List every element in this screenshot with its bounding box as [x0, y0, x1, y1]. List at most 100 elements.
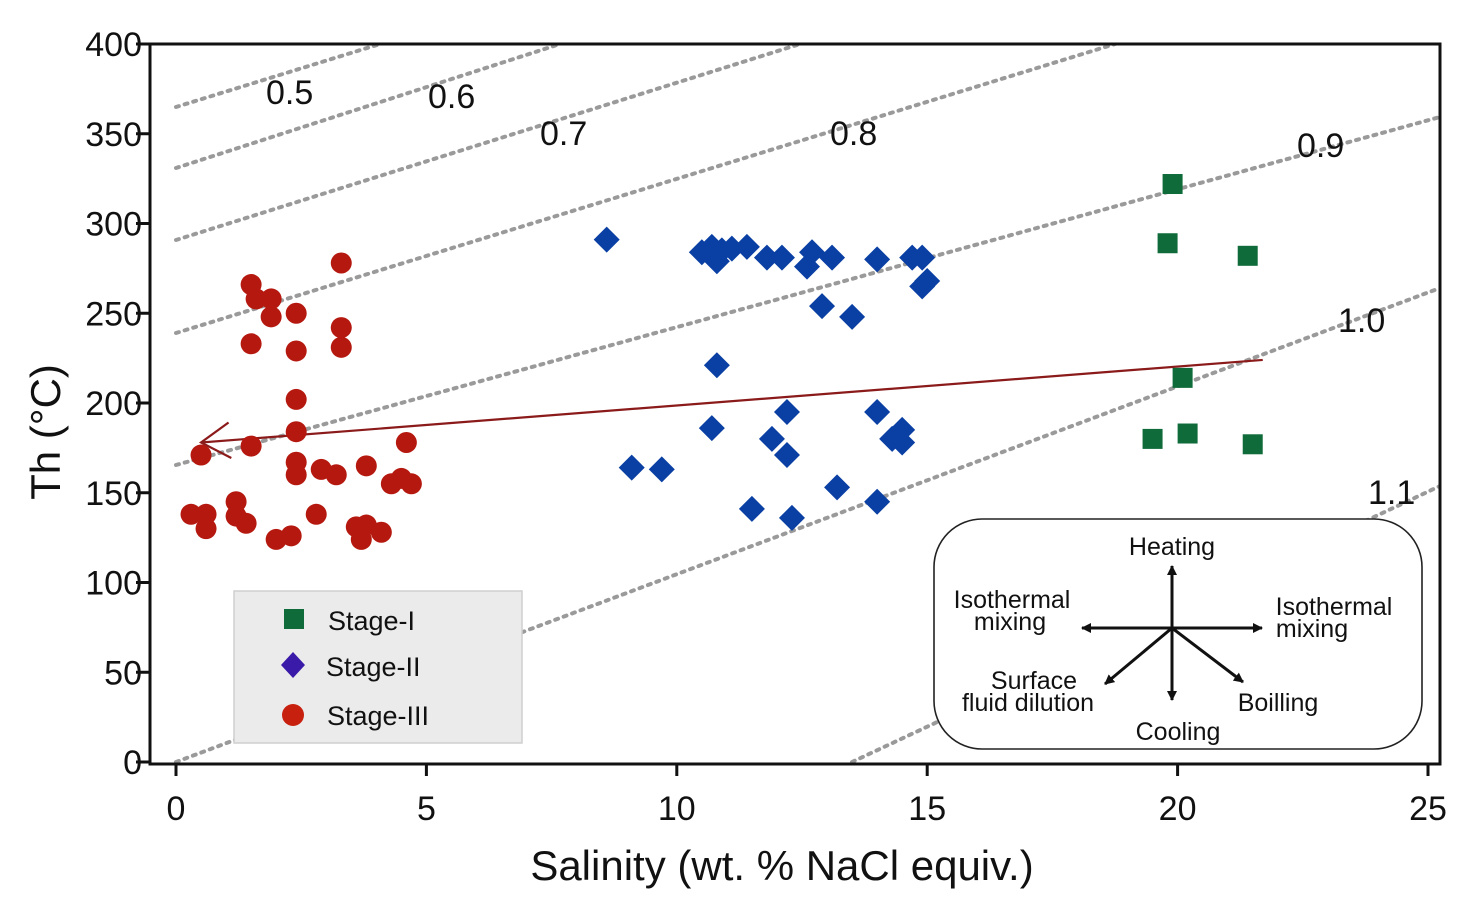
isochore-label-1.0: 1.0	[1338, 302, 1385, 340]
data-point-stage-iii	[285, 340, 307, 362]
data-point-stage-ii	[738, 495, 765, 522]
data-point-stage-i	[1162, 174, 1183, 195]
isochore-labels: 0.5 0.6 0.7 0.8 0.9 1.0 1.1	[266, 74, 1415, 512]
data-point-stage-iii	[240, 333, 262, 355]
data-point-stage-ii	[773, 442, 800, 469]
y-tick-label: 350	[85, 116, 142, 154]
data-point-stage-iii	[355, 455, 377, 477]
inset-label-surface: Surface	[991, 667, 1077, 695]
data-point-stage-iii	[330, 317, 352, 339]
data-point-stage-iii	[260, 288, 282, 310]
data-point-stage-i	[1242, 434, 1263, 455]
data-point-stage-iii	[350, 528, 372, 550]
data-point-stage-iii	[285, 464, 307, 486]
data-point-stage-ii	[778, 504, 805, 531]
inset-label-isothermal-left: Isothermal	[954, 586, 1071, 614]
trend-arrow-line	[200, 358, 1263, 444]
x-tick-label: 5	[417, 790, 436, 828]
data-point-stage-iii	[195, 518, 217, 540]
data-point-stage-ii	[593, 226, 620, 253]
data-point-stage-ii	[753, 244, 780, 271]
data-point-stage-i	[1172, 367, 1193, 388]
data-point-stage-iii	[245, 288, 267, 310]
isochore-line-0.5	[174, 44, 382, 109]
data-point-stage-iii	[330, 336, 352, 358]
y-tick-label: 50	[104, 654, 142, 692]
y-tick-label: 100	[85, 565, 142, 603]
inset-label-isothermal-right: Isothermal	[1276, 593, 1393, 621]
data-point-stage-iii	[330, 252, 352, 274]
data-point-stage-ii	[703, 248, 730, 275]
x-tick-label: 0	[167, 790, 186, 828]
inset-label-fluid-dilution: fluid dilution	[962, 689, 1094, 717]
inset-label-mixing-right: mixing	[1276, 615, 1348, 643]
legend-marker-stage-iii	[282, 704, 304, 726]
y-tick-label: 200	[85, 385, 142, 423]
data-point-stage-i	[1177, 423, 1198, 444]
data-point-stage-iii	[225, 491, 247, 513]
trend-arrow-head	[198, 421, 232, 459]
data-point-stage-ii	[839, 303, 866, 330]
data-point-stage-iii	[285, 388, 307, 410]
data-point-stage-i	[1157, 233, 1178, 254]
data-point-stage-iii	[395, 431, 417, 453]
legend-label-stage-iii: Stage-III	[327, 701, 429, 731]
data-point-stage-ii	[768, 244, 795, 271]
isochore-line-0.7	[174, 44, 802, 242]
data-point-stage-ii	[773, 398, 800, 425]
data-point-stage-ii	[914, 267, 941, 294]
data-point-stage-iii	[285, 302, 307, 324]
isochore-label-0.5: 0.5	[266, 74, 313, 112]
x-tick-label: 20	[1159, 790, 1197, 828]
data-point-stage-iii	[285, 421, 307, 443]
isochore-label-0.8: 0.8	[830, 115, 877, 153]
data-point-stage-ii	[824, 474, 851, 501]
data-point-stage-ii	[819, 244, 846, 271]
isochore-label-1.1: 1.1	[1368, 474, 1415, 512]
data-point-stage-ii	[698, 415, 725, 442]
isochore-line-0.9	[174, 115, 1440, 467]
data-point-stage-iii	[325, 464, 347, 486]
data-point-stage-iii	[280, 525, 302, 547]
isochore-line-0.8	[174, 44, 1117, 335]
legend: Stage-I Stage-II Stage-III	[233, 590, 523, 744]
data-point-stage-ii	[648, 456, 675, 483]
dilution-arrow	[1104, 626, 1173, 686]
isochore-label-0.7: 0.7	[540, 115, 587, 153]
data-point-stage-ii	[733, 233, 760, 260]
isochore-label-0.6: 0.6	[428, 78, 475, 116]
legend-box	[233, 590, 523, 744]
x-axis-title: Salinity (wt. % NaCl equiv.)	[530, 842, 1033, 889]
legend-marker-stage-i	[284, 609, 304, 629]
inset-label-cooling: Cooling	[1136, 718, 1221, 746]
data-point-stage-iii	[370, 521, 392, 543]
data-point-stage-iii	[235, 512, 257, 534]
y-tick-label: 250	[85, 295, 142, 333]
data-point-stage-ii	[758, 425, 785, 452]
data-point-stage-iii	[260, 306, 282, 328]
data-point-stage-ii	[864, 488, 891, 515]
data-point-stage-iii	[400, 473, 422, 495]
data-point-stage-iii	[305, 503, 327, 525]
process-arrows	[1081, 565, 1263, 701]
isochore-label-0.9: 0.9	[1297, 127, 1344, 165]
legend-label-stage-ii: Stage-II	[326, 652, 421, 682]
legend-marker-stage-ii	[281, 652, 305, 678]
y-axis-title: Th (°C)	[22, 364, 69, 500]
data-points	[180, 174, 1263, 550]
y-tick-label: 300	[85, 206, 142, 244]
data-point-stage-ii	[618, 454, 645, 481]
inset-label-mixing-left: mixing	[974, 608, 1046, 636]
x-tick-label: 15	[908, 790, 946, 828]
y-tick-label: 150	[85, 475, 142, 513]
inset-label-boiling: Boilling	[1238, 689, 1319, 717]
inset-label-heating: Heating	[1129, 533, 1215, 561]
data-point-stage-ii	[864, 398, 891, 425]
isochore-line-0.6	[174, 44, 562, 170]
data-point-stage-ii	[864, 246, 891, 273]
data-point-stage-ii	[794, 253, 821, 280]
data-point-stage-ii	[889, 429, 916, 456]
process-inset: Heating Cooling Isothermal mixing Isothe…	[933, 518, 1423, 750]
